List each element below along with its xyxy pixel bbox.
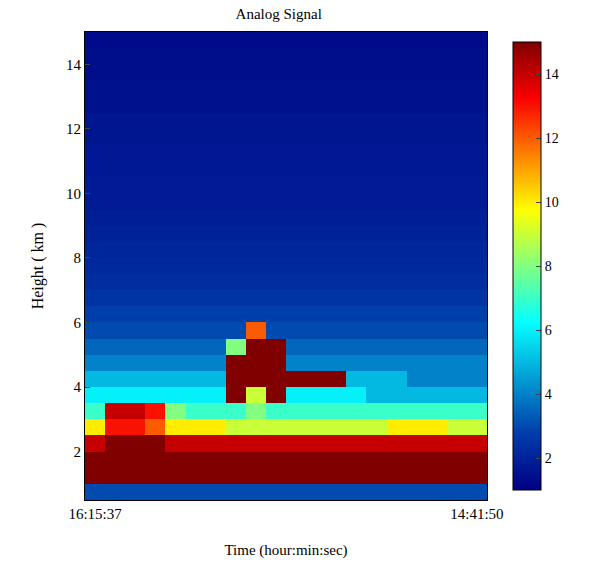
svg-text:6: 6 bbox=[545, 323, 552, 338]
svg-text:2: 2 bbox=[545, 451, 552, 466]
svg-text:10: 10 bbox=[545, 195, 559, 210]
svg-text:4: 4 bbox=[74, 379, 82, 395]
svg-text:8: 8 bbox=[74, 250, 82, 266]
svg-text:4: 4 bbox=[545, 387, 552, 402]
svg-text:14: 14 bbox=[66, 57, 82, 73]
svg-text:Analog Signal: Analog Signal bbox=[236, 6, 322, 22]
svg-text:14: 14 bbox=[545, 67, 559, 82]
svg-text:12: 12 bbox=[66, 121, 81, 137]
svg-text:16:15:37: 16:15:37 bbox=[68, 506, 122, 522]
svg-text:10: 10 bbox=[66, 186, 81, 202]
svg-text:Height ( km ): Height ( km ) bbox=[29, 223, 47, 310]
svg-text:14:41:50: 14:41:50 bbox=[450, 506, 503, 522]
svg-text:12: 12 bbox=[545, 131, 559, 146]
svg-text:Time (hour:min:sec): Time (hour:min:sec) bbox=[224, 542, 347, 559]
svg-text:8: 8 bbox=[545, 259, 552, 274]
svg-text:2: 2 bbox=[74, 444, 82, 460]
svg-text:6: 6 bbox=[74, 315, 82, 331]
